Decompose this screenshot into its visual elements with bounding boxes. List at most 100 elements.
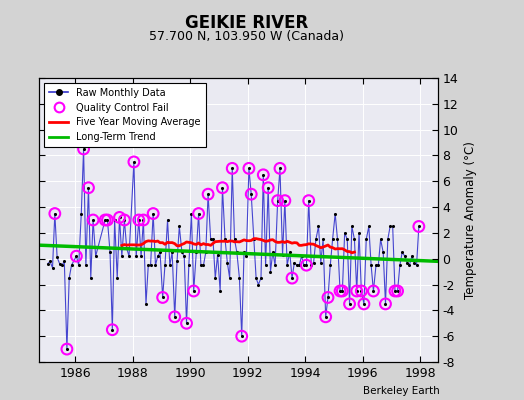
Point [331,210,340,217]
Point [161,262,169,268]
Point [274,198,282,204]
Point [144,262,152,268]
Point [384,236,392,242]
Point [247,191,255,197]
Point [322,314,330,320]
Point [304,198,313,204]
Point [77,210,85,217]
Point [300,262,308,268]
Point [386,223,394,230]
Point [338,288,346,294]
Point [192,249,201,256]
Point [326,262,334,268]
Point [367,262,375,268]
Point [333,236,342,242]
Point [276,165,284,172]
Point [130,159,138,165]
Point [92,253,100,259]
Point [213,252,222,258]
Point [166,262,174,268]
Point [101,217,110,223]
Point [135,217,143,223]
Point [225,275,234,281]
Point [101,217,110,223]
Point [211,275,220,281]
Point [271,262,279,268]
Point [249,236,258,242]
Point [184,262,193,268]
Point [376,236,385,242]
Point [65,275,73,281]
Point [269,249,277,256]
Point [67,262,75,268]
Point [391,288,399,294]
Point [345,301,354,307]
Point [314,223,323,230]
Point [302,262,311,268]
Point [312,236,320,242]
Point [369,288,378,294]
Point [240,249,248,256]
Point [360,301,368,307]
Point [170,314,179,320]
Point [58,262,66,268]
Point [168,249,177,256]
Point [63,346,71,352]
Point [297,253,305,259]
Point [120,217,128,223]
Point [336,288,344,294]
Point [53,254,61,261]
Point [295,262,303,268]
Point [372,262,380,268]
Point [175,223,183,230]
Point [170,314,179,320]
Point [120,217,128,223]
Point [221,236,229,242]
Point [151,262,160,268]
Point [357,288,366,294]
Point [410,259,419,266]
Point [139,217,148,223]
Point [350,236,358,242]
Point [245,165,253,172]
Point [173,258,181,264]
Point [394,288,402,294]
Point [180,253,189,259]
Point [108,326,116,333]
Point [235,275,244,281]
Point [84,184,93,191]
Point [228,165,236,172]
Point [163,217,172,223]
Point [391,288,399,294]
Point [135,217,143,223]
Point [103,217,112,223]
Point [206,236,215,242]
Point [74,262,83,268]
Point [51,210,59,217]
Point [202,249,210,256]
Point [82,262,90,268]
Point [355,230,363,236]
Point [233,249,241,256]
Point [115,214,124,221]
Point [111,217,119,223]
Text: 57.700 N, 103.950 W (Canada): 57.700 N, 103.950 W (Canada) [149,30,344,43]
Point [115,214,124,221]
Point [63,346,71,352]
Point [252,275,260,281]
Point [199,262,208,268]
Point [106,249,114,256]
Text: GEIKIE RIVER: GEIKIE RIVER [184,14,308,32]
Point [336,288,344,294]
Point [113,275,122,281]
Point [216,288,224,294]
Point [89,217,97,223]
Point [103,217,112,223]
Point [307,262,315,268]
Point [158,294,167,301]
Point [369,288,378,294]
Point [400,253,409,259]
Point [46,258,54,264]
Point [357,288,366,294]
Point [414,223,423,230]
